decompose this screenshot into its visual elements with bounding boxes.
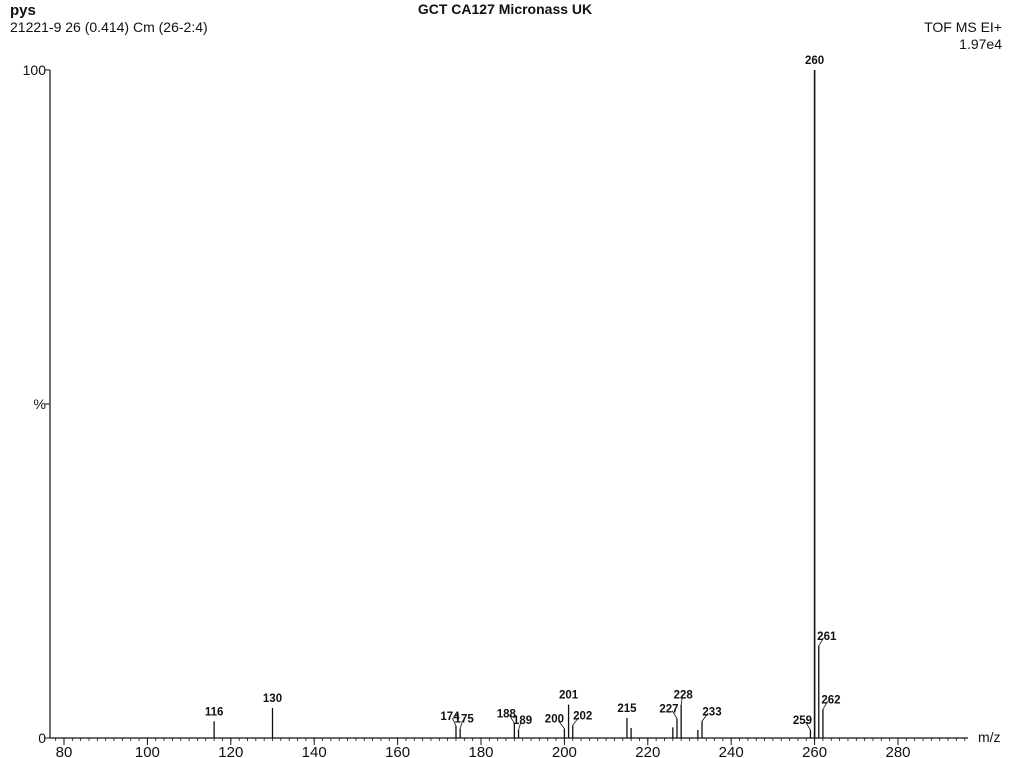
peak-label: 188 — [497, 708, 517, 720]
peak-leader — [671, 710, 678, 719]
peak-leader — [558, 720, 565, 729]
peak-label: 262 — [821, 694, 840, 706]
peak-leader — [509, 715, 515, 724]
peak-label: 227 — [659, 704, 678, 716]
peak-leader — [518, 721, 522, 731]
x-tick-label: 160 — [385, 744, 410, 758]
x-tick-label: 220 — [635, 744, 660, 758]
peak-leader — [822, 701, 829, 710]
scan-info: 21221-9 26 (0.414) Cm (26-2:4) — [10, 19, 208, 35]
chart-title: GCT CA127 Micronass UK — [417, 1, 593, 17]
peak-label: 130 — [263, 693, 282, 705]
y-tick-label: 100 — [23, 62, 47, 78]
ionization-mode: TOF MS EI+ — [924, 19, 1002, 35]
peak-label: 201 — [559, 690, 579, 702]
x-tick-label: 80 — [56, 744, 73, 758]
max-intensity: 1.97e4 — [959, 36, 1002, 52]
peak-leader — [452, 717, 457, 727]
y-tick-label: 0 — [38, 730, 46, 746]
x-tick-label: 280 — [885, 744, 910, 758]
x-tick-label: 100 — [135, 744, 160, 758]
peak-label: 175 — [455, 714, 475, 726]
x-tick-label: 200 — [552, 744, 577, 758]
peak-label: 189 — [513, 715, 532, 727]
peak-leader — [701, 713, 709, 722]
x-tick-label: 240 — [719, 744, 744, 758]
peak-leader — [459, 720, 463, 729]
peak-label: 116 — [205, 706, 224, 718]
peak-leader — [805, 721, 811, 731]
peak-label: 259 — [793, 715, 812, 727]
peak-label: 202 — [573, 710, 592, 722]
peak-label: 215 — [617, 703, 637, 715]
y-tick-label: % — [34, 396, 46, 412]
peak-label: 261 — [817, 631, 837, 643]
x-tick-label: 180 — [468, 744, 493, 758]
peak-label: 260 — [805, 55, 824, 67]
peak-label: 228 — [674, 690, 694, 702]
x-axis-label: m/z — [978, 729, 1001, 745]
peak-leader — [572, 717, 580, 726]
peak-label: 200 — [545, 714, 564, 726]
sample-name: pys — [10, 2, 36, 19]
x-tick-label: 140 — [302, 744, 327, 758]
x-tick-label: 120 — [218, 744, 243, 758]
peak-label: 174 — [440, 711, 460, 723]
peak-leader — [680, 696, 683, 705]
x-tick-label: 260 — [802, 744, 827, 758]
peak-label: 233 — [702, 706, 721, 718]
peak-leader — [818, 637, 824, 647]
